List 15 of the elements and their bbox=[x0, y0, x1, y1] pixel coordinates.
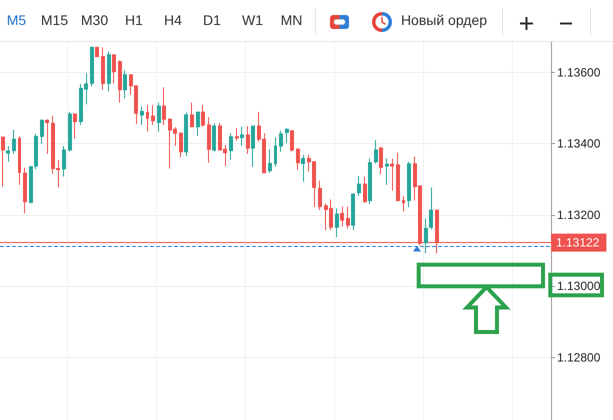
text: M30 bbox=[80, 11, 108, 30]
y-tick-label: 1.13200 bbox=[557, 208, 601, 222]
text: M5 bbox=[6, 11, 26, 30]
text: H1 bbox=[125, 11, 143, 30]
text: MN bbox=[280, 11, 302, 30]
ref-line-label: 1.13122 bbox=[556, 236, 600, 250]
y-tick-label: 1.13400 bbox=[557, 136, 601, 151]
text: D1 bbox=[203, 11, 221, 30]
text: M15 bbox=[40, 11, 68, 30]
y-tick-label: 1.13600 bbox=[557, 65, 601, 80]
text: W1 bbox=[242, 11, 263, 30]
text: Новый ордер bbox=[400, 11, 488, 30]
y-tick-label: 1.13000 bbox=[557, 279, 601, 294]
y-tick-label: 1.12800 bbox=[557, 350, 601, 364]
text: H4 bbox=[164, 11, 182, 30]
